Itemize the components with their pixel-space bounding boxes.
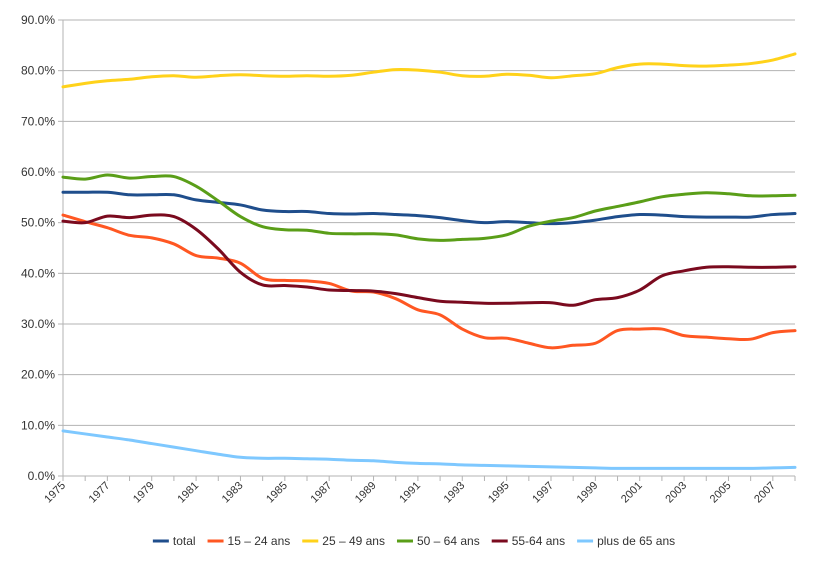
legend-label: 55-64 ans: [512, 534, 565, 548]
series-line-3: [61, 173, 797, 242]
legend-label: plus de 65 ans: [597, 534, 675, 548]
x-tick-label: 1985: [264, 480, 290, 506]
y-tick-label: 40.0%: [21, 266, 55, 280]
series-line-5: [61, 429, 797, 470]
y-tick-label: 60.0%: [21, 165, 55, 179]
x-tick-label: 1979: [131, 480, 157, 506]
y-tick-label: 20.0%: [21, 368, 55, 382]
x-tick-label: 1991: [397, 480, 423, 506]
x-tick-label: 2005: [708, 480, 734, 506]
y-tick-label: 30.0%: [21, 317, 55, 331]
series: [61, 52, 797, 470]
y-tick-label: 0.0%: [28, 469, 56, 483]
legend-label: 15 – 24 ans: [228, 534, 291, 548]
axes: [58, 19, 796, 481]
x-axis-ticks: 1975 1977 1979 1981 1983 1985 1987 1989 1991 1993…: [42, 480, 778, 506]
x-tick-label: 2001: [619, 480, 645, 506]
legend-label: 50 – 64 ans: [417, 534, 480, 548]
grid: [63, 19, 795, 477]
x-tick-label: 1995: [486, 480, 512, 506]
series-line-0: [61, 190, 797, 226]
y-tick-label: 50.0%: [21, 216, 55, 230]
y-tick-label: 80.0%: [21, 64, 55, 78]
x-tick-label: 1999: [575, 480, 601, 506]
y-tick-label: 90.0%: [21, 13, 55, 27]
y-tick-label: 10.0%: [21, 418, 55, 432]
series-line-1: [61, 213, 797, 350]
legend-label: total: [173, 534, 196, 548]
x-tick-label: 1989: [353, 480, 379, 506]
legend-label: 25 – 49 ans: [322, 534, 385, 548]
x-tick-label: 2003: [663, 480, 689, 506]
x-tick-label: 1993: [442, 480, 468, 506]
x-tick-label: 1975: [42, 480, 68, 506]
x-tick-label: 1977: [87, 480, 113, 506]
y-axis-ticks: 0.0% 10.0% 20.0% 30.0% 40.0% 50.0% 60.0% 70.0% 8…: [21, 13, 55, 483]
y-tick-label: 70.0%: [21, 114, 55, 128]
x-tick-label: 1997: [530, 480, 556, 506]
series-line-2: [61, 52, 797, 89]
x-tick-label: 2007: [752, 480, 778, 506]
legend: total 15 – 24 ans 25 – 49 ans 50 – 64 ans 55…: [152, 534, 675, 548]
series-line-4: [61, 213, 797, 307]
x-tick-label: 1981: [175, 480, 201, 506]
x-tick-label: 1987: [309, 480, 335, 506]
x-tick-label: 1983: [220, 480, 246, 506]
